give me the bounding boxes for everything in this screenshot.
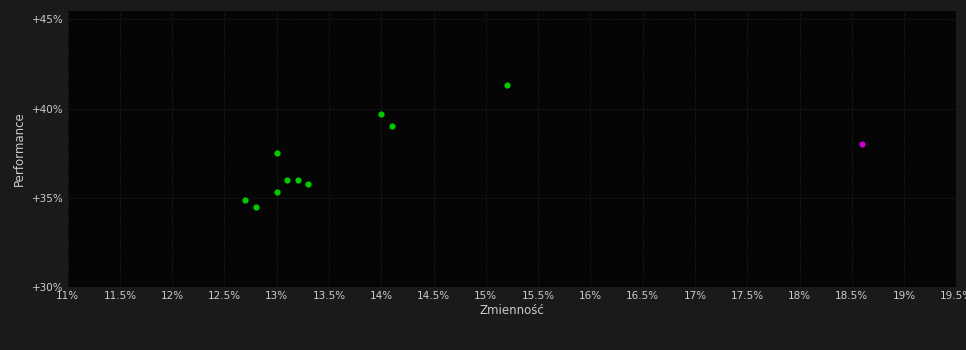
Point [300, 181, 316, 186]
Point [499, 83, 515, 88]
Point [855, 141, 870, 147]
Point [269, 150, 284, 156]
Point [279, 177, 295, 183]
Point [290, 177, 305, 183]
Point [238, 197, 253, 202]
Point [248, 204, 264, 210]
Point [374, 111, 389, 117]
Y-axis label: Performance: Performance [14, 111, 26, 186]
X-axis label: Zmienność: Zmienność [479, 304, 545, 317]
Point [384, 124, 400, 129]
Point [269, 190, 284, 195]
